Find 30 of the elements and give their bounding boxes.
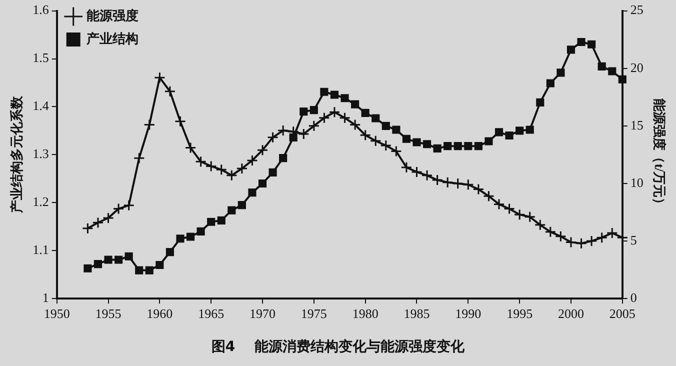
y-tick-label: 1.3 [32, 146, 49, 162]
y-axis-title: 产业结构多元化系数 [9, 95, 24, 214]
y2-axis-title: 能源强度（t/万元） [652, 98, 667, 211]
y2-tick-label: 0 [630, 290, 637, 306]
x-tick-label: 1975 [300, 306, 327, 321]
x-tick-label: 1980 [352, 306, 378, 321]
x-tick-label: 1965 [198, 306, 224, 321]
y2-tick-label: 5 [630, 232, 637, 248]
x-tick-label: 1985 [404, 306, 430, 321]
y-tick-label: 1.1 [32, 242, 49, 258]
y2-tick-label: 25 [630, 2, 644, 18]
x-tick-label: 1990 [455, 306, 482, 321]
x-tick-label: 1960 [146, 306, 173, 321]
y-tick-label: 1.2 [32, 194, 49, 210]
y2-tick-label: 15 [630, 117, 644, 132]
x-tick-label: 1955 [95, 306, 122, 321]
legend-label: 产业结构 [85, 30, 138, 47]
y2-tick-label: 10 [630, 174, 644, 190]
x-tick-label: 2000 [558, 306, 584, 321]
y2-tick-label: 20 [630, 60, 644, 75]
x-tick-label: 1950 [44, 306, 70, 321]
y-tick-label: 1.4 [32, 98, 50, 114]
legend-label: 能源强度 [86, 8, 138, 24]
y-tick-label: 1.6 [32, 2, 50, 18]
y-tick-label: 1.5 [32, 50, 49, 66]
x-tick-label: 1995 [506, 306, 533, 321]
x-tick-label: 1970 [250, 306, 276, 321]
x-tick-label: 2005 [609, 306, 636, 321]
text: 图4 能源消费结构变化与能源强度变化 [211, 338, 466, 356]
y-tick-label: 1 [42, 290, 49, 306]
